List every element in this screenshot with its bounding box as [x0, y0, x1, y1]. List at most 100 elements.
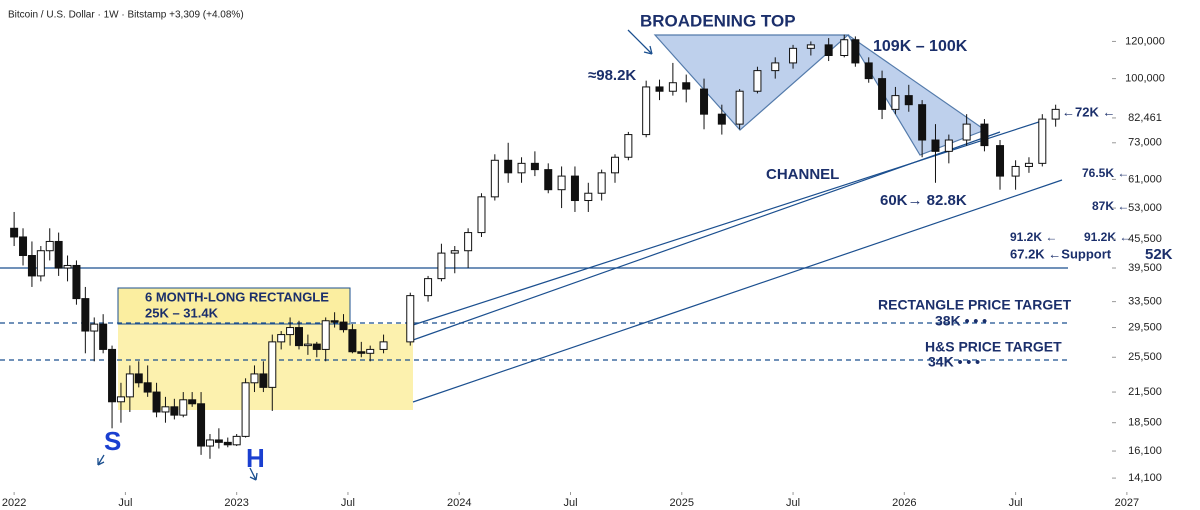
- candle-body: [878, 78, 887, 110]
- candle-body: [143, 382, 152, 393]
- annotation: 60K→ 82.8K: [880, 192, 967, 209]
- candle-body: [668, 82, 677, 92]
- chart-title: Bitcoin / U.S. Dollar · 1W · Bitstamp +3…: [8, 10, 244, 21]
- candle-body: [624, 134, 633, 158]
- candle-body: [962, 123, 971, 141]
- candle-body: [72, 264, 81, 300]
- annotation: 87K ←: [1092, 199, 1129, 213]
- candle-body: [1051, 108, 1060, 120]
- candle-body: [294, 327, 303, 347]
- candle-body: [99, 323, 108, 350]
- candle-body: [188, 399, 197, 405]
- y-tick-label: 100,000: [1125, 73, 1165, 85]
- candle-body: [530, 162, 539, 171]
- candle-body: [753, 70, 762, 92]
- candle-body: [286, 327, 295, 336]
- candle-body: [348, 329, 357, 353]
- candle-body: [931, 139, 940, 152]
- annotation: 109K – 100K: [873, 38, 968, 55]
- candle-body: [450, 250, 459, 254]
- candle-body: [406, 295, 415, 343]
- x-tick-label: Jul: [563, 497, 577, 509]
- candle-body: [339, 321, 348, 331]
- candle-body: [557, 175, 566, 191]
- annotation: 34K • • •: [928, 354, 980, 370]
- candle-body: [490, 159, 499, 198]
- candle-body: [1024, 162, 1033, 167]
- candle-body: [944, 139, 953, 152]
- y-tick-label: 33,500: [1128, 296, 1162, 308]
- annotation: 67.2K ←Support: [1010, 246, 1112, 261]
- annotation: 76.5K ←: [1082, 166, 1129, 180]
- candle-body: [464, 232, 473, 252]
- candle-body: [851, 39, 860, 64]
- candle-body: [891, 95, 900, 110]
- x-tick-label: Jul: [341, 497, 355, 509]
- candle-body: [45, 240, 54, 252]
- annotation: 38K • • •: [935, 313, 987, 329]
- candle-body: [357, 351, 366, 354]
- candle-body: [700, 88, 709, 115]
- channel-line: [412, 119, 1046, 326]
- candle-body: [611, 156, 620, 174]
- candle-body: [980, 123, 989, 147]
- candle-body: [544, 169, 553, 191]
- y-tick-label: 25,500: [1128, 351, 1162, 363]
- candle-body: [642, 86, 651, 136]
- annotation: 25K – 31.4K: [145, 305, 219, 320]
- candle-body: [241, 382, 250, 437]
- candle-body: [268, 341, 277, 388]
- candle-body: [735, 90, 744, 125]
- candle-body: [250, 373, 259, 384]
- candle-body: [864, 62, 873, 80]
- x-tick-label: Jul: [1009, 497, 1023, 509]
- annotation: ≈98.2K: [588, 67, 636, 84]
- candle-body: [81, 298, 90, 332]
- candle-body: [303, 343, 312, 347]
- broadening-top-shape: [653, 34, 850, 131]
- candle-body: [806, 44, 815, 49]
- y-tick-label: 18,500: [1128, 417, 1162, 429]
- x-tick-label: 2027: [1115, 497, 1139, 509]
- candle-body: [312, 343, 321, 350]
- candle-body: [116, 396, 125, 403]
- candle-body: [771, 62, 780, 72]
- candle-body: [824, 44, 833, 57]
- x-tick-label: Jul: [786, 497, 800, 509]
- channel-line: [412, 179, 1063, 403]
- annotation: S: [104, 426, 121, 456]
- candle-body: [90, 323, 99, 332]
- candle-body: [197, 403, 206, 447]
- candle-body: [477, 196, 486, 234]
- candle-body: [259, 373, 268, 388]
- x-tick-label: 2023: [224, 497, 248, 509]
- y-tick-label: 73,000: [1128, 137, 1162, 149]
- candle-body: [904, 95, 913, 106]
- annotation: 6 MONTH-LONG RECTANGLE: [145, 289, 329, 304]
- y-tick-label: 53,000: [1128, 202, 1162, 214]
- candle-body: [223, 441, 232, 446]
- x-tick-label: 2026: [892, 497, 916, 509]
- y-tick-label: 29,500: [1128, 321, 1162, 333]
- candle-body: [366, 348, 375, 354]
- x-tick-label: 2025: [670, 497, 694, 509]
- arrows: [97, 29, 653, 481]
- candle-body: [179, 399, 188, 416]
- candle-body: [682, 82, 691, 90]
- candle-body: [584, 192, 593, 202]
- candle-body: [424, 278, 433, 297]
- candle-body: [63, 264, 72, 269]
- candle-body: [789, 47, 798, 64]
- annotation: CHANNEL: [766, 166, 839, 183]
- annotation: RECTANGLE PRICE TARGET: [878, 297, 1072, 313]
- candles: [10, 34, 1060, 459]
- candle-body: [27, 255, 36, 277]
- y-tick-label: 120,000: [1125, 35, 1165, 47]
- candle-body: [1038, 118, 1047, 164]
- candle-body: [321, 320, 330, 350]
- y-tick-label: 21,500: [1128, 386, 1162, 398]
- candle-body: [918, 104, 927, 141]
- x-tick-label: 2022: [2, 497, 26, 509]
- candle-body: [996, 145, 1005, 177]
